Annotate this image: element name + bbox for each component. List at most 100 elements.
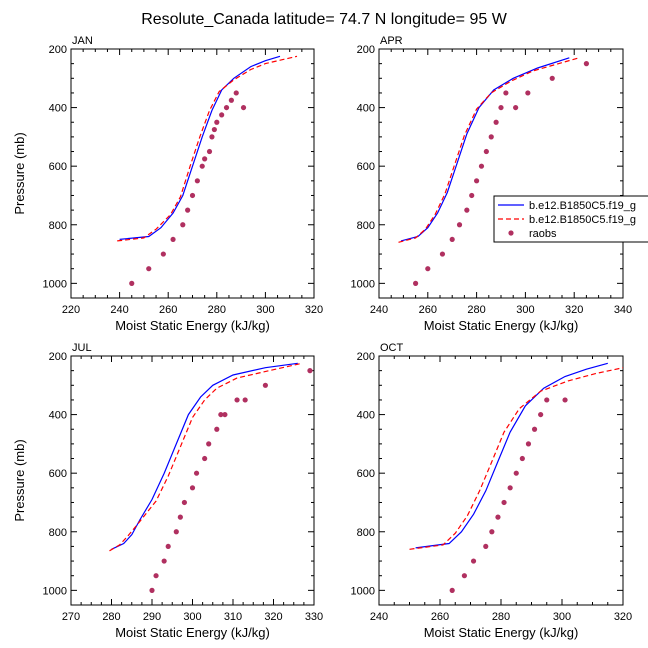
raobs-point: [498, 104, 504, 111]
raobs-point: [470, 558, 477, 564]
x-axis-label: Moist Static Energy (kJ/kg): [115, 625, 270, 640]
raobs-point: [583, 61, 590, 67]
raobs-point: [129, 280, 135, 286]
raobs-point: [181, 499, 187, 506]
legend-entry-label: b.e12.B1850C5.f19_g: [529, 200, 636, 212]
x-tick-label: 280: [102, 611, 120, 623]
x-tick-label: 260: [431, 611, 449, 623]
raobs-point: [461, 573, 467, 579]
raobs-point: [206, 441, 212, 447]
raobs-point: [489, 529, 495, 535]
x-tick-label: 240: [370, 611, 388, 623]
y-axis-label: Pressure (mb): [12, 132, 27, 214]
raobs-point: [206, 148, 213, 155]
raobs-point: [562, 397, 568, 403]
raobs-point: [240, 104, 247, 111]
x-tick-label: 240: [110, 304, 128, 316]
raobs-point: [222, 411, 228, 418]
series-line-solid: [415, 362, 608, 549]
raobs-point: [194, 178, 200, 184]
panel-apr: APR 240 260 280 300 320 340 200 400 600 800 1000 Moi…: [351, 35, 633, 333]
raobs-point: [483, 148, 489, 155]
y-tick-label: 400: [357, 103, 375, 115]
raobs-point: [211, 126, 217, 133]
panel-oct: OCT 240 260 280 300 320 200 400 600 800 1000 Moist …: [351, 342, 633, 640]
series-group: [409, 362, 623, 593]
raobs-point: [513, 470, 519, 476]
y-tick-label: 200: [49, 351, 67, 363]
y-tick-label: 200: [357, 351, 375, 363]
x-tick-label: 330: [305, 611, 323, 623]
y-tick-label: 400: [49, 410, 67, 422]
series-line-dashed: [109, 362, 303, 552]
raobs-point: [173, 529, 179, 535]
y-axis-label: Pressure (mb): [12, 439, 27, 521]
raobs-point: [495, 514, 501, 520]
raobs-point: [525, 90, 531, 96]
x-tick-label: 320: [565, 304, 583, 316]
raobs-point: [219, 112, 225, 118]
panels: JAN 220 240 260 280 300 320 200 400 600 800 1000 Moi…: [12, 35, 632, 640]
y-tick-label: 1000: [351, 585, 375, 597]
y-tick-label: 400: [357, 410, 375, 422]
raobs-point: [544, 397, 550, 403]
raobs-point: [538, 411, 544, 418]
raobs-point: [242, 397, 248, 403]
raobs-point: [449, 587, 455, 593]
y-tick-label: 800: [357, 220, 375, 232]
raobs-point: [456, 222, 463, 228]
series-group: [398, 57, 590, 286]
legend-marker: [508, 230, 514, 236]
raobs-point: [193, 470, 200, 476]
raobs-point: [202, 156, 208, 162]
raobs-point: [228, 97, 234, 103]
raobs-point: [483, 543, 489, 550]
x-tick-label: 300: [516, 304, 534, 316]
y-tick-label: 600: [49, 468, 67, 480]
raobs-point: [488, 134, 494, 140]
raobs-point: [160, 251, 166, 257]
raobs-point: [519, 455, 525, 462]
series-group: [117, 55, 298, 286]
series-line-dashed: [409, 367, 623, 550]
x-tick-label: 300: [553, 611, 571, 623]
raobs-point: [177, 514, 183, 520]
series-line-dashed: [398, 57, 580, 243]
y-tick-label: 600: [357, 161, 375, 173]
raobs-point: [449, 236, 455, 243]
raobs-point: [214, 119, 220, 125]
plot-frame: [378, 48, 624, 299]
raobs-point: [474, 178, 480, 184]
raobs-point: [202, 455, 208, 462]
raobs-point: [425, 266, 431, 272]
y-tick-label: 200: [357, 44, 375, 56]
figure-title: Resolute_Canada latitude= 74.7 N longitu…: [141, 11, 507, 28]
raobs-point: [223, 104, 230, 111]
raobs-point: [218, 411, 224, 418]
x-tick-label: 280: [467, 304, 485, 316]
raobs-point: [180, 222, 186, 228]
y-tick-label: 800: [357, 527, 375, 539]
plot-frame: [70, 355, 315, 606]
raobs-point: [161, 558, 167, 564]
raobs-point: [262, 382, 268, 388]
raobs-point: [199, 163, 205, 169]
legend-entry-label: raobs: [529, 228, 557, 240]
series-line-solid: [400, 57, 570, 242]
raobs-point: [146, 266, 152, 272]
raobs-point: [307, 368, 313, 374]
panel-label: OCT: [380, 342, 404, 354]
y-tick-label: 1000: [351, 278, 375, 290]
raobs-point: [233, 90, 239, 96]
raobs-point: [439, 251, 446, 257]
y-tick-label: 1000: [43, 278, 67, 290]
y-tick-label: 1000: [43, 585, 67, 597]
x-tick-label: 340: [614, 304, 632, 316]
panel-jul: JUL 270 280 290 300 310 320 330 200 400 600 800 1000…: [12, 342, 323, 640]
x-tick-label: 300: [256, 304, 274, 316]
raobs-point: [493, 119, 499, 125]
raobs-point: [503, 90, 509, 96]
series-line-dashed: [117, 55, 298, 242]
panel-label: APR: [380, 35, 403, 47]
